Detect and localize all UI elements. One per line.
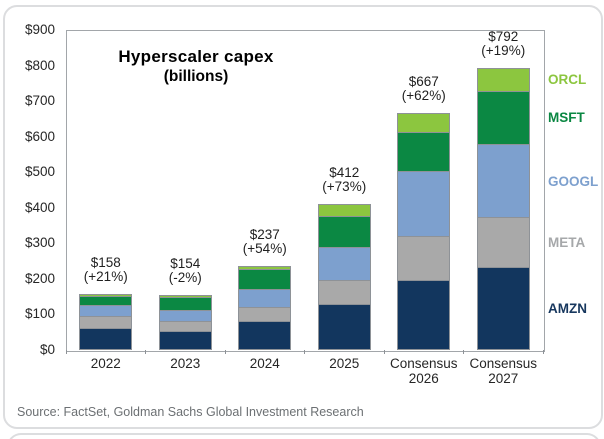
bar-segment-amzn [397, 280, 451, 350]
y-axis-tick-label: $900 [24, 22, 55, 37]
bar-segment-amzn [158, 331, 212, 350]
x-axis-tickmark [383, 350, 385, 354]
x-axis-label: 2022 [90, 356, 121, 371]
x-axis-label: 2023 [170, 356, 201, 371]
y-axis-tick-label: $200 [24, 270, 55, 286]
plot-area [66, 30, 545, 352]
bar-segment-meta [238, 307, 292, 323]
bar-segment-orcl [397, 112, 451, 134]
y-axis-tick-label: $0 [39, 342, 55, 357]
bar-consensus-2026 [397, 112, 451, 350]
x-axis-tickmark [542, 350, 544, 354]
bar-2022 [79, 293, 133, 350]
bar-segment-msft [79, 297, 133, 307]
bar-segment-googl [397, 171, 451, 237]
bar-2023 [158, 295, 212, 350]
legend-label-orcl: ORCL [548, 72, 587, 88]
chart-subtitle: (billions) [163, 68, 229, 85]
source-text: Source: FactSet, Goldman Sachs Global In… [17, 405, 364, 419]
bar-total-label: $412 (+73%) [322, 164, 367, 194]
x-axis-tickmark [304, 350, 305, 354]
bar-segment-googl [238, 290, 292, 308]
bar-segment-amzn [238, 322, 292, 350]
bar-segment-msft [397, 133, 451, 172]
y-axis-tick-label: $100 [24, 306, 55, 322]
x-axis-tickmark [224, 350, 226, 354]
bar-total-label: $667 (+62%) [401, 73, 446, 103]
bar-consensus-2027 [476, 68, 530, 350]
bar-segment-msft [158, 297, 212, 311]
bar-segment-googl [158, 310, 212, 322]
bar-segment-meta [397, 236, 451, 281]
bar-segment-msft [317, 216, 371, 248]
x-axis-tickmark [463, 350, 464, 354]
legend-label-amzn: AMZN [548, 300, 587, 316]
y-axis-tick-label: $300 [24, 235, 55, 251]
bar-segment-msft [476, 91, 530, 145]
y-axis-tick-label: $800 [24, 57, 55, 73]
bar-segment-googl [317, 247, 371, 281]
y-axis-tick-label: $400 [24, 199, 55, 215]
x-axis-label: Consensus 2026 [389, 356, 458, 386]
bar-segment-meta [158, 321, 212, 332]
bar-2024 [238, 265, 292, 350]
x-axis-label: 2024 [249, 356, 280, 371]
bar-segment-orcl [158, 295, 212, 298]
legend-label-msft: MSFT [548, 110, 585, 126]
bar-segment-amzn [79, 328, 133, 350]
x-axis-tickmark [145, 350, 146, 354]
bar-total-label: $237 (+54%) [242, 226, 287, 256]
chart-title-block: Hyperscaler capex (billions) [76, 46, 316, 86]
bar-total-label: $158 (+21%) [83, 254, 128, 284]
bar-segment-meta [317, 280, 371, 306]
y-axis-tick-label: $600 [24, 128, 55, 144]
bar-segment-meta [79, 316, 133, 329]
next-card-top-edge [7, 433, 601, 439]
bar-segment-meta [476, 218, 530, 268]
x-axis-label: 2025 [329, 356, 360, 371]
x-axis-label: Consensus 2027 [469, 356, 538, 386]
bar-segment-orcl [317, 203, 371, 217]
legend-label-meta: META [548, 235, 586, 251]
bar-total-label: $154 (-2%) [168, 256, 202, 286]
legend-label-googl: GOOGL [548, 173, 599, 189]
bar-segment-orcl [238, 265, 292, 270]
bar-2025 [317, 203, 371, 350]
bar-total-label: $792 (+19%) [481, 29, 526, 59]
y-axis-tick-label: $700 [24, 93, 55, 109]
bar-segment-orcl [79, 293, 133, 297]
y-axis-tick-label: $500 [24, 164, 55, 180]
bar-segment-amzn [317, 305, 371, 350]
bar-segment-msft [238, 269, 292, 291]
chart-title: Hyperscaler capex [118, 47, 274, 66]
bar-segment-googl [79, 306, 133, 317]
bar-segment-googl [476, 144, 530, 219]
bar-segment-amzn [476, 267, 530, 350]
x-axis-tickmark [65, 350, 67, 354]
bar-segment-orcl [476, 68, 530, 92]
